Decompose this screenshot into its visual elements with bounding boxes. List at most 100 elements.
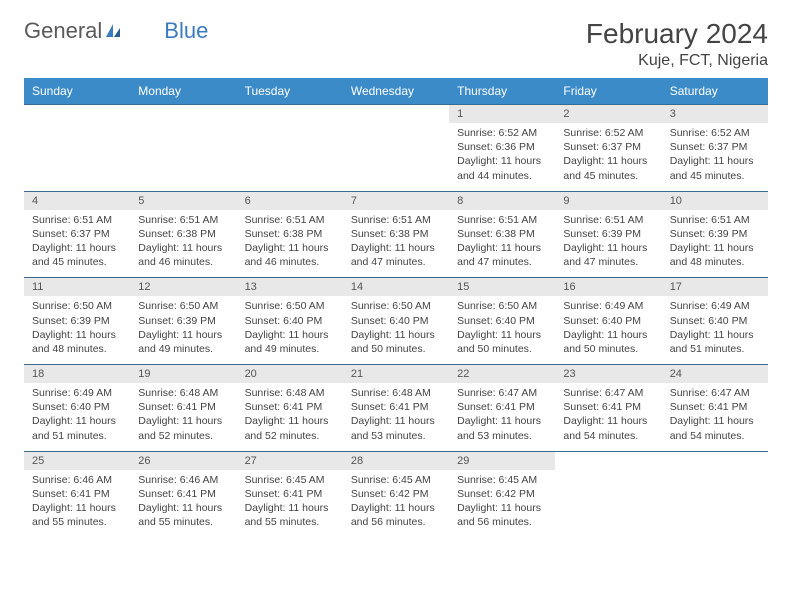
- day-detail-cell: Sunrise: 6:51 AMSunset: 6:38 PMDaylight:…: [237, 210, 343, 278]
- sunrise-text: Sunrise: 6:46 AM: [138, 473, 228, 487]
- sunset-text: Sunset: 6:37 PM: [32, 227, 122, 241]
- sunrise-text: Sunrise: 6:51 AM: [670, 213, 760, 227]
- sunrise-text: Sunrise: 6:45 AM: [351, 473, 441, 487]
- day-num-cell: 22: [449, 365, 555, 384]
- sunset-text: Sunset: 6:38 PM: [457, 227, 547, 241]
- sunset-text: Sunset: 6:41 PM: [138, 487, 228, 501]
- week-1-detail-row: Sunrise: 6:51 AMSunset: 6:37 PMDaylight:…: [24, 210, 768, 278]
- daylight-text: Daylight: 11 hours and 51 minutes.: [670, 328, 760, 356]
- day-num-cell: 10: [662, 191, 768, 210]
- daylight-text: Daylight: 11 hours and 55 minutes.: [245, 501, 335, 529]
- day-num-cell: 4: [24, 191, 130, 210]
- day-num-cell: 7: [343, 191, 449, 210]
- sunrise-text: Sunrise: 6:52 AM: [563, 126, 653, 140]
- week-3-num-row: 18192021222324: [24, 365, 768, 384]
- daylight-text: Daylight: 11 hours and 48 minutes.: [670, 241, 760, 269]
- day-header-wednesday: Wednesday: [343, 78, 449, 105]
- day-detail-cell: Sunrise: 6:49 AMSunset: 6:40 PMDaylight:…: [24, 383, 130, 451]
- day-detail-cell: Sunrise: 6:51 AMSunset: 6:39 PMDaylight:…: [555, 210, 661, 278]
- title-block: February 2024 Kuje, FCT, Nigeria: [586, 18, 768, 70]
- day-num-cell: [130, 105, 236, 124]
- day-detail-cell: Sunrise: 6:49 AMSunset: 6:40 PMDaylight:…: [555, 296, 661, 364]
- sunrise-text: Sunrise: 6:48 AM: [138, 386, 228, 400]
- daylight-text: Daylight: 11 hours and 44 minutes.: [457, 154, 547, 182]
- daylight-text: Daylight: 11 hours and 48 minutes.: [32, 328, 122, 356]
- daylight-text: Daylight: 11 hours and 47 minutes.: [563, 241, 653, 269]
- sunset-text: Sunset: 6:40 PM: [351, 314, 441, 328]
- logo-text-2: Blue: [164, 18, 208, 44]
- day-header-sunday: Sunday: [24, 78, 130, 105]
- sunset-text: Sunset: 6:38 PM: [351, 227, 441, 241]
- day-num-cell: 24: [662, 365, 768, 384]
- day-num-cell: [343, 105, 449, 124]
- sunset-text: Sunset: 6:42 PM: [457, 487, 547, 501]
- sunset-text: Sunset: 6:41 PM: [32, 487, 122, 501]
- day-header-friday: Friday: [555, 78, 661, 105]
- day-detail-cell: Sunrise: 6:51 AMSunset: 6:38 PMDaylight:…: [343, 210, 449, 278]
- sunset-text: Sunset: 6:40 PM: [32, 400, 122, 414]
- day-detail-cell: Sunrise: 6:51 AMSunset: 6:37 PMDaylight:…: [24, 210, 130, 278]
- sunrise-text: Sunrise: 6:52 AM: [457, 126, 547, 140]
- day-num-cell: 3: [662, 105, 768, 124]
- sunrise-text: Sunrise: 6:51 AM: [138, 213, 228, 227]
- day-detail-cell: Sunrise: 6:50 AMSunset: 6:40 PMDaylight:…: [237, 296, 343, 364]
- day-detail-cell: Sunrise: 6:50 AMSunset: 6:40 PMDaylight:…: [449, 296, 555, 364]
- day-num-cell: 1: [449, 105, 555, 124]
- day-header-thursday: Thursday: [449, 78, 555, 105]
- day-num-cell: 25: [24, 451, 130, 470]
- daylight-text: Daylight: 11 hours and 46 minutes.: [245, 241, 335, 269]
- sunrise-text: Sunrise: 6:49 AM: [670, 299, 760, 313]
- sunset-text: Sunset: 6:40 PM: [563, 314, 653, 328]
- week-4-num-row: 2526272829: [24, 451, 768, 470]
- day-detail-cell: Sunrise: 6:45 AMSunset: 6:42 PMDaylight:…: [449, 470, 555, 538]
- daylight-text: Daylight: 11 hours and 52 minutes.: [138, 414, 228, 442]
- header: General Blue February 2024 Kuje, FCT, Ni…: [24, 18, 768, 70]
- daylight-text: Daylight: 11 hours and 47 minutes.: [351, 241, 441, 269]
- sunrise-text: Sunrise: 6:51 AM: [32, 213, 122, 227]
- sunrise-text: Sunrise: 6:51 AM: [457, 213, 547, 227]
- sunset-text: Sunset: 6:41 PM: [245, 400, 335, 414]
- daylight-text: Daylight: 11 hours and 45 minutes.: [563, 154, 653, 182]
- sunset-text: Sunset: 6:40 PM: [245, 314, 335, 328]
- location: Kuje, FCT, Nigeria: [586, 52, 768, 70]
- day-num-cell: [237, 105, 343, 124]
- day-detail-cell: Sunrise: 6:47 AMSunset: 6:41 PMDaylight:…: [555, 383, 661, 451]
- sunrise-text: Sunrise: 6:51 AM: [563, 213, 653, 227]
- daylight-text: Daylight: 11 hours and 45 minutes.: [32, 241, 122, 269]
- day-detail-cell: Sunrise: 6:48 AMSunset: 6:41 PMDaylight:…: [237, 383, 343, 451]
- day-num-cell: 17: [662, 278, 768, 297]
- week-3-detail-row: Sunrise: 6:49 AMSunset: 6:40 PMDaylight:…: [24, 383, 768, 451]
- day-detail-cell: [343, 123, 449, 191]
- daylight-text: Daylight: 11 hours and 53 minutes.: [351, 414, 441, 442]
- day-header-monday: Monday: [130, 78, 236, 105]
- day-detail-cell: Sunrise: 6:50 AMSunset: 6:39 PMDaylight:…: [130, 296, 236, 364]
- day-detail-cell: Sunrise: 6:51 AMSunset: 6:38 PMDaylight:…: [449, 210, 555, 278]
- day-detail-cell: Sunrise: 6:48 AMSunset: 6:41 PMDaylight:…: [130, 383, 236, 451]
- week-0-num-row: 123: [24, 105, 768, 124]
- sunset-text: Sunset: 6:41 PM: [670, 400, 760, 414]
- sunset-text: Sunset: 6:39 PM: [32, 314, 122, 328]
- day-num-cell: 21: [343, 365, 449, 384]
- day-detail-cell: [555, 470, 661, 538]
- day-detail-cell: Sunrise: 6:50 AMSunset: 6:39 PMDaylight:…: [24, 296, 130, 364]
- day-detail-cell: [662, 470, 768, 538]
- sunrise-text: Sunrise: 6:49 AM: [563, 299, 653, 313]
- daylight-text: Daylight: 11 hours and 45 minutes.: [670, 154, 760, 182]
- day-num-cell: [24, 105, 130, 124]
- daylight-text: Daylight: 11 hours and 50 minutes.: [351, 328, 441, 356]
- sunrise-text: Sunrise: 6:51 AM: [245, 213, 335, 227]
- day-num-cell: 8: [449, 191, 555, 210]
- daylight-text: Daylight: 11 hours and 51 minutes.: [32, 414, 122, 442]
- day-header-tuesday: Tuesday: [237, 78, 343, 105]
- week-0-detail-row: Sunrise: 6:52 AMSunset: 6:36 PMDaylight:…: [24, 123, 768, 191]
- sunrise-text: Sunrise: 6:52 AM: [670, 126, 760, 140]
- daylight-text: Daylight: 11 hours and 53 minutes.: [457, 414, 547, 442]
- sunset-text: Sunset: 6:37 PM: [670, 140, 760, 154]
- sunset-text: Sunset: 6:39 PM: [563, 227, 653, 241]
- day-detail-cell: Sunrise: 6:47 AMSunset: 6:41 PMDaylight:…: [449, 383, 555, 451]
- sunset-text: Sunset: 6:41 PM: [138, 400, 228, 414]
- day-num-cell: 28: [343, 451, 449, 470]
- day-num-cell: 19: [130, 365, 236, 384]
- day-detail-cell: Sunrise: 6:49 AMSunset: 6:40 PMDaylight:…: [662, 296, 768, 364]
- day-detail-cell: Sunrise: 6:45 AMSunset: 6:41 PMDaylight:…: [237, 470, 343, 538]
